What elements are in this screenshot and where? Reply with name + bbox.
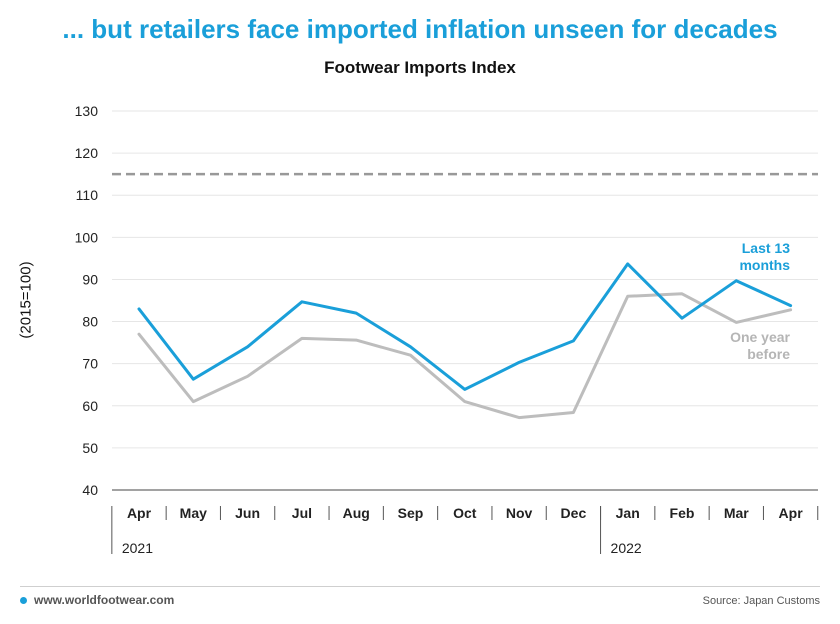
x-tick-label: Sep [398, 505, 424, 521]
y-tick-label: 100 [75, 229, 99, 245]
bullet-icon [20, 597, 27, 604]
y-tick-label: 90 [82, 271, 98, 287]
y-tick-label: 50 [82, 440, 98, 456]
y-tick-labels: 40 50 60 70 80 90 100 110 120 130 [75, 103, 99, 498]
headline: ... but retailers face imported inflatio… [62, 14, 778, 44]
y-tick-label: 110 [76, 187, 99, 203]
x-tick-label: Jul [292, 505, 312, 521]
grid-lines [112, 110, 818, 491]
series-label: Last 13 months [739, 240, 790, 273]
year-label: 2021 [122, 540, 153, 556]
x-tick-label: Oct [453, 505, 477, 521]
year-label: 2022 [611, 540, 642, 556]
x-tick-label: Mar [724, 505, 749, 521]
series-line-one-year-before [137, 292, 793, 420]
x-tick-label: Apr [779, 505, 804, 521]
series-lines [137, 262, 793, 420]
x-tick-label: Jan [616, 505, 640, 521]
x-tick-label: Jun [235, 505, 260, 521]
x-tick-label: Feb [670, 505, 695, 521]
series-line-last-13-months [137, 262, 793, 391]
x-axis: Apr May Jun Jul Aug Sep Oct Nov Dec Jan Feb Mar Apr 2… [111, 505, 819, 556]
chart-title: Footwear Imports Index [324, 58, 516, 77]
series-label: One year before [730, 329, 790, 362]
x-tick-label: Aug [343, 505, 370, 521]
series-labels: Last 13 months One year before [730, 240, 790, 362]
y-tick-label: 70 [82, 356, 98, 372]
footer-divider [20, 586, 820, 587]
website-link[interactable]: www.worldfootwear.com [34, 593, 175, 607]
x-tick-label: Apr [127, 505, 152, 521]
y-tick-label: 130 [75, 103, 99, 119]
y-tick-label: 80 [82, 314, 98, 330]
y-tick-label: 40 [82, 482, 98, 498]
source-note: Source: Japan Customs [702, 595, 820, 607]
y-tick-label: 60 [82, 398, 98, 414]
y-tick-label: 120 [75, 145, 99, 161]
x-tick-label: Nov [506, 505, 533, 521]
x-tick-label: May [180, 505, 207, 521]
x-tick-label: Dec [561, 505, 587, 521]
